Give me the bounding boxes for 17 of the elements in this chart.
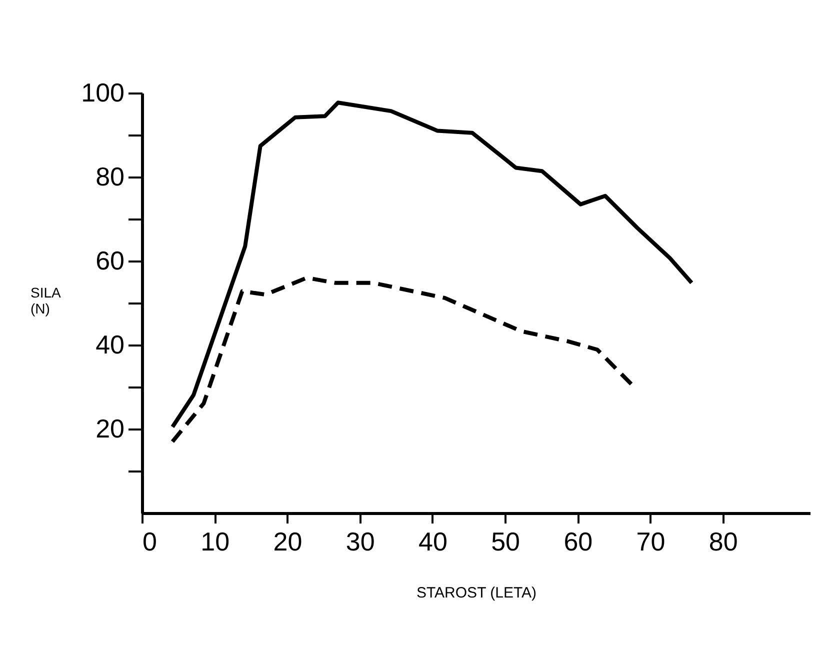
- x-tick-label: 60: [564, 526, 593, 556]
- y-tick-label: 20: [96, 414, 124, 444]
- x-tick-label: 30: [346, 526, 375, 556]
- x-tick-label: 10: [200, 526, 230, 556]
- y-tick-label: 100: [81, 78, 124, 108]
- x-axis-title: STAROST (LETA): [416, 584, 537, 602]
- x-tick-label: 50: [491, 526, 520, 556]
- line-series: [170, 100, 694, 429]
- x-tick-label: 20: [273, 526, 302, 556]
- y-axis-title: SILA (N): [30, 284, 62, 316]
- x-tick-label: 40: [418, 526, 448, 556]
- y-tick-label: 40: [96, 330, 124, 360]
- y-tick-label: 60: [96, 246, 124, 276]
- y-tick-label: 80: [96, 162, 124, 192]
- x-tick-label: 70: [636, 526, 666, 556]
- x-tick-label: 80: [708, 526, 738, 556]
- x-tick-label: 0: [142, 526, 157, 556]
